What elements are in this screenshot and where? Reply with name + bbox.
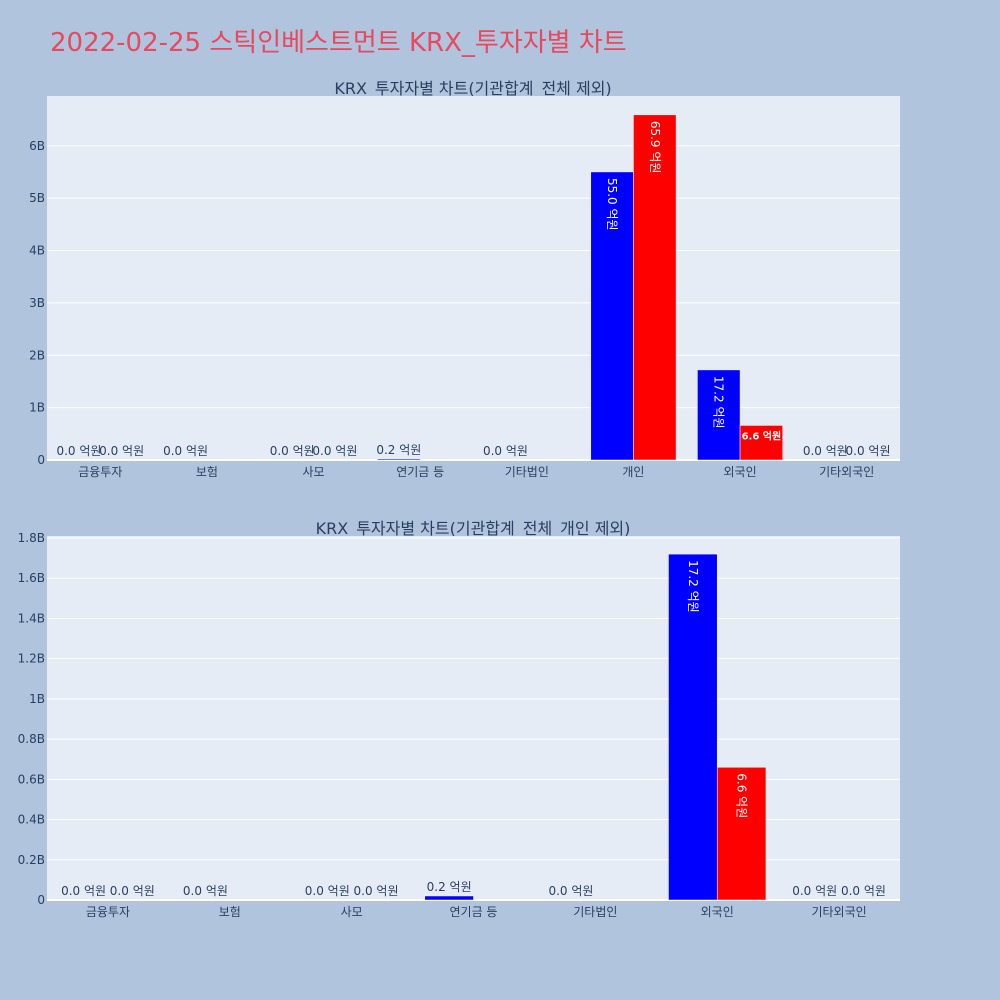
data-label: 0.0 억원 xyxy=(99,444,144,458)
y-tick-label: 0 xyxy=(37,453,45,467)
data-label: 0.0 억원 xyxy=(110,884,155,898)
data-label: 17.2 억원 xyxy=(686,560,700,613)
x-tick-label: 금융투자 xyxy=(86,905,130,919)
x-tick-label: 금융투자 xyxy=(78,465,122,479)
y-tick-label: 0.4B xyxy=(18,813,45,827)
sell-bar xyxy=(716,767,767,901)
data-label: 0.0 억원 xyxy=(483,444,528,458)
y-tick-label: 1B xyxy=(29,401,45,415)
x-tick-label: 개인 xyxy=(622,465,644,479)
data-label: 0.0 억원 xyxy=(792,884,837,898)
y-tick-label: 4B xyxy=(29,244,45,258)
y-tick-label: 6B xyxy=(29,139,45,153)
y-tick-label: 1.2B xyxy=(18,652,45,666)
y-tick-label: 3B xyxy=(29,296,45,310)
data-label: 17.2 억원 xyxy=(712,376,726,429)
buy-bar xyxy=(424,895,474,901)
x-tick-label: 연기금 등 xyxy=(396,465,444,479)
y-tick-label: 0.6B xyxy=(18,772,45,786)
y-tick-label: 1.4B xyxy=(18,611,45,625)
data-label: 0.2 억원 xyxy=(376,443,421,457)
x-tick-label: 보험 xyxy=(196,465,218,479)
buy-bar xyxy=(697,369,741,461)
x-tick-label: 사모 xyxy=(341,905,363,919)
buy-bar xyxy=(590,171,634,461)
y-tick-label: 1.6B xyxy=(18,571,45,585)
y-tick-label: 0.8B xyxy=(18,732,45,746)
y-tick-label: 2B xyxy=(29,348,45,362)
chart-excluding-institution-total-and-individual: KRX_투자자별 차트(기관합계_전체_개인 제외) 0 0.2B 0.4B 0.6B… xyxy=(18,519,900,919)
x-tick-label: 기타법인 xyxy=(505,465,549,479)
x-tick-label: 외국인 xyxy=(724,465,757,479)
data-label: 0.0 억원 xyxy=(803,444,848,458)
data-label: 0.0 억원 xyxy=(183,884,228,898)
data-label: 65.9 억원 xyxy=(648,121,662,174)
data-label: 0.0 억원 xyxy=(312,444,357,458)
chart-excluding-institution-total: KRX_투자자별 차트(기관합계_전체 제외) 0 1B 2B 3B 4B 5B 6B 금융투… xyxy=(29,79,900,479)
sell-bar xyxy=(633,114,677,461)
buy-bar xyxy=(668,553,718,901)
x-tick-label: 외국인 xyxy=(701,905,734,919)
x-tick-label: 연기금 등 xyxy=(450,905,498,919)
y-tick-label: 1.8B xyxy=(18,531,45,545)
x-tick-label: 기타외국인 xyxy=(819,465,874,479)
data-label: 0.2 억원 xyxy=(427,880,472,894)
buy-bar xyxy=(377,458,421,461)
data-label: 6.6 억원 xyxy=(742,429,782,442)
chart-title: KRX_투자자별 차트(기관합계_전체_개인 제외) xyxy=(316,519,631,539)
y-tick-label: 1B xyxy=(29,692,45,706)
data-label: 0.0 억원 xyxy=(270,444,315,458)
data-label: 0.0 억원 xyxy=(61,884,106,898)
plot-background xyxy=(47,536,900,900)
data-label: 0.0 억원 xyxy=(163,444,208,458)
x-tick-label: 기타법인 xyxy=(573,905,617,919)
data-label: 0.0 억원 xyxy=(841,884,886,898)
chart-title: KRX_투자자별 차트(기관합계_전체 제외) xyxy=(334,79,611,99)
x-tick-label: 기타외국인 xyxy=(811,905,866,919)
data-label: 0.0 억원 xyxy=(305,884,350,898)
data-label: 0.0 억원 xyxy=(548,884,593,898)
plot-background xyxy=(47,96,900,460)
data-label: 0.0 억원 xyxy=(354,884,399,898)
data-label: 6.6 억원 xyxy=(735,773,749,818)
x-tick-label: 보험 xyxy=(219,905,241,919)
y-tick-label: 0.2B xyxy=(18,853,45,867)
y-tick-label: 0 xyxy=(37,893,45,907)
data-label: 0.0 억원 xyxy=(56,444,101,458)
data-label: 0.0 억원 xyxy=(846,444,891,458)
sell-bar xyxy=(739,425,783,461)
page-title: 2022-02-25 스틱인베스트먼트 KRX_투자자별 차트 xyxy=(50,28,627,58)
x-tick-label: 사모 xyxy=(303,465,325,479)
data-label: 55.0 억원 xyxy=(605,178,619,231)
y-tick-label: 5B xyxy=(29,191,45,205)
